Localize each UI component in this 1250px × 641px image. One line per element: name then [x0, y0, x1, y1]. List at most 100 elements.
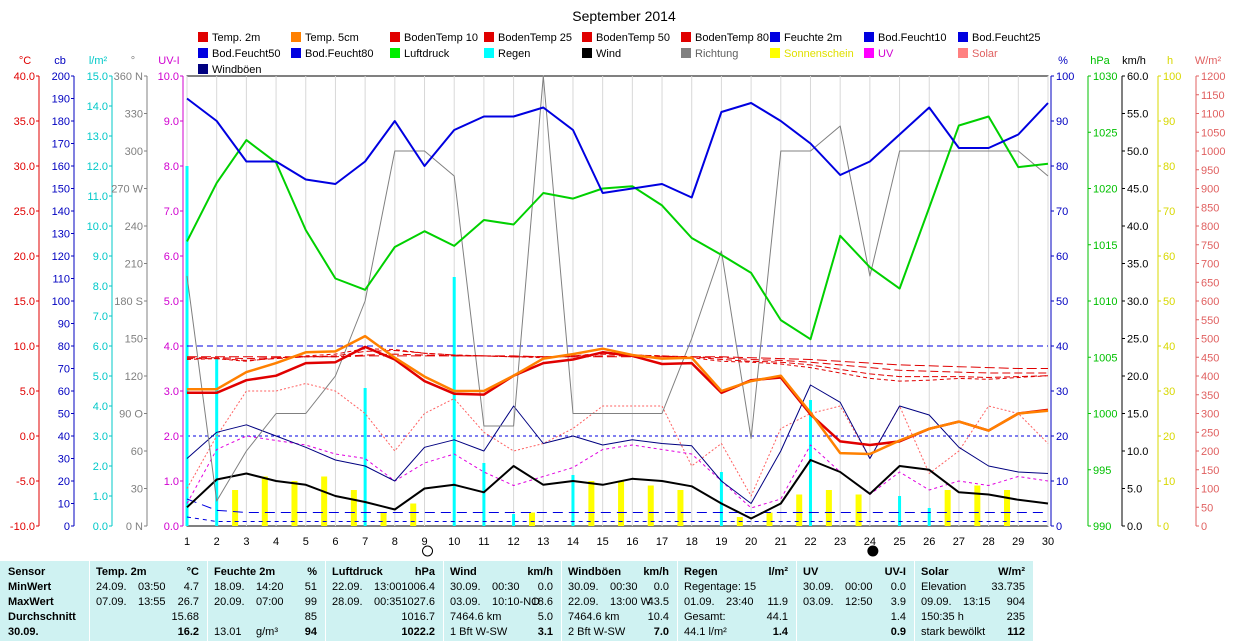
tick-label: 0.0 — [1127, 521, 1142, 533]
legend-swatch — [582, 48, 592, 58]
stats-value: 112 — [1007, 626, 1025, 638]
series-line-feuchte-2m — [186, 97, 1049, 199]
tick-label: 110 — [52, 274, 70, 286]
tick-label: 30.0 — [14, 161, 35, 173]
tick-label: 550 — [1201, 315, 1219, 327]
x-tick-label: 16 — [626, 536, 638, 548]
tick-label: 12.0 — [87, 161, 108, 173]
legend-label: Wind — [596, 48, 621, 60]
stats-cell: 03.09. — [450, 596, 481, 608]
stats-cell: 13:00 — [374, 581, 402, 593]
tick-label: 0 — [1163, 521, 1169, 533]
bar-sonnenschein — [944, 490, 951, 526]
statistics-table: Sensor MinWert MaxWert Durchschnitt 30.09. Te… — [0, 561, 1250, 641]
tick-label: 70 — [1056, 206, 1068, 218]
axis-label: W/m² — [1195, 55, 1222, 67]
stats-value: 26.7 — [177, 596, 199, 608]
plot-area: 1 2 3 4 5 6 7 8 9 10 11 12 13 14 15 16 17 18 19 20 21 22 23 24 2… — [184, 75, 1054, 557]
stats-cell: stark bewölkt — [921, 626, 986, 638]
tick-label: 80 — [1056, 161, 1068, 173]
legend-swatch — [484, 32, 494, 42]
axis-label: hPa — [1090, 55, 1110, 67]
stats-cell: 13:15 — [963, 596, 991, 608]
tick-label: -10.0 — [10, 521, 35, 533]
tick-label: 80 — [1163, 161, 1175, 173]
stats-cell: 00:30 — [492, 581, 520, 593]
bar-sonnenschein — [232, 490, 239, 526]
tick-label: 10.0 — [87, 221, 108, 233]
stats-cell: 22.09. — [332, 581, 363, 593]
tick-label: 10.0 — [14, 341, 35, 353]
x-tick-label: 21 — [775, 536, 787, 548]
stats-cell: 00:30 — [610, 581, 638, 593]
stats-value: 1.4 — [890, 611, 906, 623]
tick-label: 30 — [1163, 386, 1175, 398]
tick-label: 170 — [52, 139, 70, 151]
bar-regen — [452, 277, 456, 526]
legend-swatch — [198, 48, 208, 58]
bar-sonnenschein — [291, 481, 298, 526]
tick-label: 400 — [1201, 371, 1219, 383]
stats-column: Feuchte 2m% 18.09. 14:20 51 20.09. 07:00 99 85 1… — [208, 561, 326, 641]
chart-legend: Temp. 2m Temp. 5cm BodenTemp 10 BodenTemp 2… — [198, 32, 1041, 76]
stats-cell: 7464.6 km — [450, 611, 502, 623]
legend-label: Richtung — [695, 48, 738, 60]
tick-label: 20 — [58, 476, 70, 488]
legend-swatch — [198, 64, 208, 74]
tick-label: 3.0 — [93, 431, 108, 443]
tick-label: 270 W — [111, 184, 143, 196]
stats-value: 1016.7 — [401, 611, 435, 623]
bar-sonnenschein — [974, 485, 981, 526]
x-tick-label: 7 — [362, 536, 368, 548]
legend-swatch — [864, 48, 874, 58]
stats-unit: °C — [186, 566, 199, 578]
tick-label: 40 — [1163, 341, 1175, 353]
x-tick-label: 25 — [893, 536, 905, 548]
legend-label: Temp. 5cm — [305, 32, 359, 44]
tick-label: 90 — [1163, 116, 1175, 128]
legend-swatch — [484, 48, 494, 58]
stats-value: 85 — [304, 611, 317, 623]
stats-unit: hPa — [414, 566, 435, 578]
stats-cell: 03:50 — [138, 581, 166, 593]
tick-label: 90 — [1056, 116, 1068, 128]
x-tick-label: 12 — [507, 536, 519, 548]
tick-label: 1025 — [1093, 127, 1117, 139]
tick-label: 1010 — [1093, 296, 1117, 308]
series-line-bodentemp-10 — [186, 348, 1049, 382]
stats-header: UV — [803, 566, 819, 578]
bar-sonnenschein — [796, 494, 803, 526]
tick-label: 5.0 — [164, 296, 179, 308]
legend-label: Solar — [972, 48, 998, 60]
legend-swatch — [681, 48, 691, 58]
new-moon-marker — [867, 545, 879, 557]
stats-cell: 28.09. — [332, 596, 363, 608]
axis-label: UV-I — [158, 55, 179, 67]
tick-label: 40.0 — [14, 71, 35, 83]
stats-value: 904 — [1006, 596, 1025, 608]
legend-label: Temp. 2m — [212, 32, 260, 44]
stats-unit: W/m² — [998, 566, 1025, 578]
tick-label: 55.0 — [1127, 109, 1148, 121]
x-tick-label: 22 — [804, 536, 816, 548]
tick-label: 60 — [1163, 251, 1175, 263]
bar-sonnenschein — [261, 476, 268, 526]
stats-row-label: MinWert — [8, 581, 52, 593]
stats-cell: 2 Bft W-SW — [568, 626, 626, 638]
tick-label: 750 — [1201, 240, 1219, 252]
tick-label: 900 — [1201, 184, 1219, 196]
tick-label: 120 — [125, 371, 143, 383]
stats-cell: 07:00 — [256, 596, 284, 608]
stats-cell: 00:35 — [374, 596, 402, 608]
legend-swatch — [864, 32, 874, 42]
x-tick-label: 9 — [421, 536, 427, 548]
tick-label: 120 — [52, 251, 70, 263]
stats-column: Wind km/h 30.09. 00:30 0.0 03.09. 10:10-NO 18.6… — [444, 561, 562, 641]
x-tick-label: 17 — [656, 536, 668, 548]
tick-label: 100 — [52, 296, 70, 308]
stats-header: Wind — [450, 566, 477, 578]
bar-sonnenschein — [350, 490, 357, 526]
x-tick-label: 13 — [537, 536, 549, 548]
bar-sonnenschein — [825, 490, 832, 526]
